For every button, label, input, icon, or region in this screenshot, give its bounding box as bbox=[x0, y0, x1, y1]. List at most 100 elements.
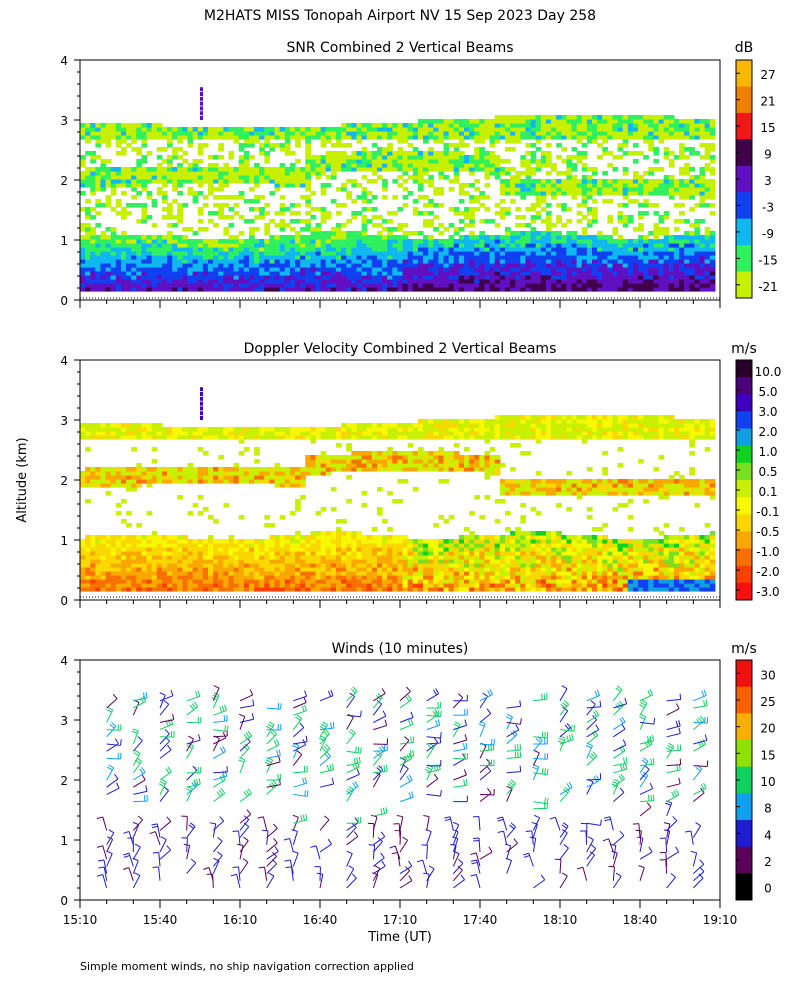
heatmap-cell bbox=[202, 547, 209, 552]
heatmap-cell bbox=[571, 155, 578, 160]
heatmap-cell bbox=[597, 263, 603, 268]
heatmap-cell bbox=[208, 571, 214, 576]
heatmap-cell bbox=[85, 287, 91, 292]
heatmap-cell bbox=[85, 271, 91, 276]
heatmap-cell bbox=[289, 547, 296, 552]
heatmap-cell bbox=[284, 535, 291, 540]
heatmap-cell bbox=[356, 159, 363, 164]
heatmap-cell bbox=[228, 263, 235, 268]
heatmap-cell bbox=[479, 203, 486, 208]
heatmap-cell bbox=[310, 287, 317, 292]
heatmap-cell bbox=[346, 475, 352, 480]
heatmap-cell bbox=[632, 187, 639, 192]
heatmap-cell bbox=[607, 215, 614, 220]
heatmap-cell bbox=[668, 243, 675, 248]
heatmap-cell bbox=[412, 283, 419, 288]
heatmap-cell bbox=[110, 539, 117, 544]
heatmap-cell bbox=[469, 243, 475, 248]
heatmap-cell bbox=[709, 263, 716, 268]
heatmap-cell bbox=[151, 435, 158, 440]
heatmap-cell bbox=[156, 579, 163, 584]
heatmap-cell bbox=[330, 247, 337, 252]
heatmap-cell bbox=[622, 139, 629, 144]
heatmap-cell bbox=[525, 235, 532, 240]
heatmap-cell bbox=[607, 199, 614, 204]
heatmap-cell bbox=[438, 223, 445, 228]
heatmap-cell bbox=[243, 151, 250, 156]
heatmap-cell bbox=[643, 139, 649, 144]
heatmap-cell bbox=[551, 251, 557, 256]
heatmap-cell bbox=[392, 135, 399, 140]
heatmap-cell bbox=[699, 195, 706, 200]
heatmap-cell bbox=[576, 179, 583, 184]
heatmap-cell bbox=[284, 471, 291, 476]
heatmap-cell bbox=[115, 583, 122, 588]
heatmap-cell bbox=[382, 263, 388, 268]
heatmap-cell bbox=[284, 239, 291, 244]
heatmap-cell bbox=[689, 235, 695, 240]
heatmap-cell bbox=[289, 127, 296, 132]
heatmap-cell bbox=[115, 179, 122, 184]
heatmap-cell bbox=[464, 191, 470, 196]
heatmap-cell bbox=[141, 187, 148, 192]
heatmap-cell bbox=[274, 275, 281, 280]
heatmap-cell bbox=[80, 155, 86, 160]
heatmap-cell bbox=[423, 211, 429, 216]
heatmap-cell bbox=[167, 535, 173, 540]
heatmap-cell bbox=[709, 179, 716, 184]
heatmap-cell bbox=[510, 279, 516, 284]
heatmap-cell bbox=[643, 287, 649, 292]
heatmap-cell bbox=[699, 131, 706, 136]
heatmap-cell bbox=[489, 243, 496, 248]
heatmap-cell bbox=[320, 451, 327, 456]
heatmap-cell bbox=[673, 239, 680, 244]
heatmap-cell bbox=[361, 159, 368, 164]
heatmap-cell bbox=[187, 555, 194, 560]
heatmap-cell bbox=[315, 135, 322, 140]
heatmap-cell bbox=[177, 471, 183, 476]
colorbar-label: -9 bbox=[762, 227, 774, 241]
heatmap-cell bbox=[279, 247, 286, 252]
heatmap-cell bbox=[115, 535, 122, 540]
heatmap-cell bbox=[233, 211, 240, 216]
heatmap-cell bbox=[213, 223, 219, 228]
heatmap-cell bbox=[458, 163, 465, 168]
heatmap-cell bbox=[576, 135, 583, 140]
heatmap-cell bbox=[300, 251, 306, 256]
heatmap-cell bbox=[146, 151, 153, 156]
heatmap-cell bbox=[120, 191, 127, 196]
heatmap-cell bbox=[402, 243, 409, 248]
heatmap-cell bbox=[417, 247, 424, 252]
heatmap-cell bbox=[243, 255, 250, 260]
heatmap-cell bbox=[535, 275, 542, 280]
heatmap-cell bbox=[668, 251, 675, 256]
heatmap-cell bbox=[464, 159, 470, 164]
heatmap-cell bbox=[289, 567, 296, 572]
heatmap-cell bbox=[607, 219, 614, 224]
heatmap-cell bbox=[581, 259, 588, 264]
heatmap-cell bbox=[438, 131, 445, 136]
heatmap-cell bbox=[238, 587, 245, 592]
heatmap-cell bbox=[223, 539, 230, 544]
heatmap-cell bbox=[264, 279, 271, 284]
heatmap-cell bbox=[110, 271, 117, 276]
heatmap-cell bbox=[274, 267, 281, 272]
heatmap-cell bbox=[551, 275, 557, 280]
heatmap-cell bbox=[238, 215, 245, 220]
heatmap-cell bbox=[300, 555, 306, 560]
heatmap-cell bbox=[95, 223, 102, 228]
heatmap-cell bbox=[120, 271, 127, 276]
heatmap-cell bbox=[161, 195, 168, 200]
heatmap-cell bbox=[110, 283, 117, 288]
heatmap-cell bbox=[95, 571, 102, 576]
heatmap-cell bbox=[284, 175, 291, 180]
heatmap-cell bbox=[592, 199, 598, 204]
heatmap-cell bbox=[382, 259, 388, 264]
heatmap-cell bbox=[556, 259, 562, 264]
heatmap-cell bbox=[351, 231, 358, 236]
heatmap-cell bbox=[161, 579, 168, 584]
heatmap-cell bbox=[586, 287, 593, 292]
heatmap-cell bbox=[105, 559, 112, 564]
heatmap-cell bbox=[243, 551, 250, 556]
heatmap-cell bbox=[320, 435, 327, 440]
